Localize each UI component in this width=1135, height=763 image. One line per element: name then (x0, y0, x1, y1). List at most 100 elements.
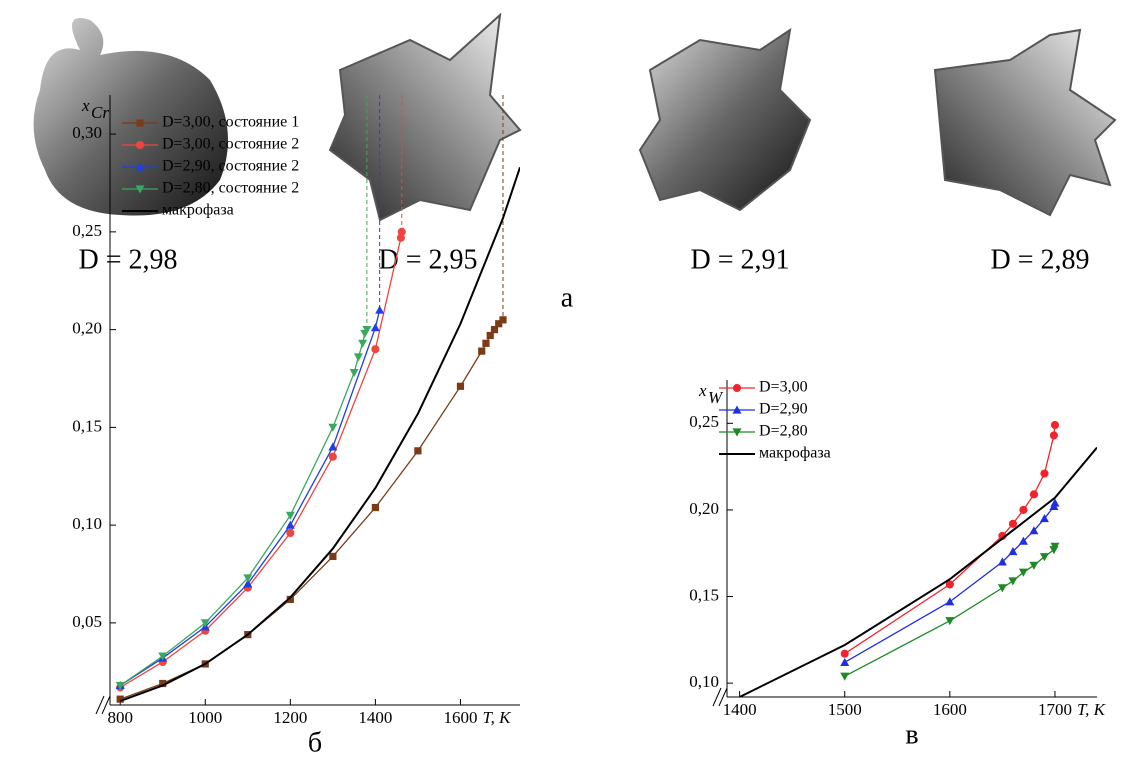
data-point (1018, 568, 1028, 577)
series-line (119, 319, 504, 700)
y-tick-label: 0,15 (72, 416, 102, 435)
legend-label: D=3,00, состояние 2 (162, 136, 299, 153)
data-point (945, 617, 955, 626)
particle-image (638, 27, 812, 212)
particle-image (33, 18, 228, 216)
images (33, 12, 1117, 222)
data-point (1008, 546, 1018, 556)
x-tick-label: 1600 (443, 708, 477, 727)
data-point (358, 339, 368, 348)
data-point (490, 326, 499, 334)
data-point (482, 339, 490, 347)
x-tick-label: 1400 (723, 700, 757, 719)
data-point (158, 652, 168, 661)
data-point (370, 323, 380, 332)
data-point (353, 353, 363, 362)
data-point (243, 574, 253, 583)
data-point (362, 326, 372, 335)
data-point (328, 423, 338, 432)
data-point (397, 227, 406, 236)
data-point (371, 345, 380, 354)
legend-marker (732, 383, 742, 393)
data-point (1050, 542, 1060, 551)
axis-break (712, 687, 728, 707)
data-point (997, 557, 1007, 566)
data-point (1008, 577, 1018, 586)
legend-marker (732, 428, 742, 437)
data-point (1018, 536, 1028, 545)
x-tick-label: 800 (107, 708, 133, 727)
data-point (1040, 469, 1049, 478)
data-point (1039, 553, 1049, 562)
axis-break (95, 695, 111, 715)
data-point (328, 442, 338, 451)
data-point (116, 695, 124, 703)
y-tick-label: 0,30 (72, 123, 102, 142)
image-caption: D = 2,98 (78, 244, 177, 275)
x-tick-label: 1600 (933, 700, 967, 719)
data-point (115, 681, 125, 690)
legend-marker (136, 119, 144, 127)
data-point (1039, 514, 1049, 523)
series-line (739, 446, 1097, 697)
data-point (159, 679, 167, 688)
legend-label: D=3,00 (759, 379, 808, 396)
data-point (486, 331, 494, 340)
y-axis-label-sub: W (708, 388, 724, 407)
legend-label: D=2,90 (759, 401, 808, 418)
image-caption: D = 2,95 (378, 244, 477, 275)
y-tick-label: 0,05 (72, 612, 102, 631)
data-point (349, 369, 359, 378)
x-tick-label: 1500 (828, 700, 862, 719)
data-point (286, 528, 295, 537)
series-line (119, 167, 520, 703)
particle-image (933, 28, 1117, 217)
data-point (495, 320, 503, 328)
legend-marker (732, 405, 742, 414)
legend-label: макрофаза (759, 445, 831, 462)
x-tick-label: 1200 (273, 708, 307, 727)
particle-image (328, 12, 522, 222)
data-point (1050, 420, 1060, 430)
data-point (1049, 431, 1058, 440)
panel-label: в (905, 719, 918, 750)
data-point (1050, 498, 1060, 507)
data-point (456, 382, 465, 390)
y-tick-label: 0,10 (72, 514, 102, 533)
image-caption: D = 2,89 (990, 244, 1089, 275)
data-point (945, 580, 954, 589)
data-point (243, 579, 253, 588)
data-point (1029, 526, 1039, 535)
data-point (1029, 561, 1039, 570)
data-point (1019, 505, 1028, 514)
series-line (119, 231, 403, 688)
x-axis-label: T, K (482, 708, 512, 727)
y-axis-label: x (698, 381, 707, 400)
legend-marker (135, 185, 145, 194)
data-point (840, 657, 850, 666)
legend-label: D=2,80 (759, 423, 808, 440)
panel-label: а (561, 282, 574, 313)
legend-marker (135, 162, 145, 171)
data-point (375, 305, 385, 314)
data-point (286, 595, 294, 604)
y-axis-label-sub: Cr (91, 103, 109, 122)
data-point (1029, 490, 1038, 499)
image-caption: D = 2,91 (690, 244, 789, 275)
y-tick-label: 0,20 (689, 499, 719, 518)
data-point (328, 452, 337, 461)
data-point (285, 520, 295, 529)
data-point (414, 447, 422, 455)
data-point (997, 584, 1007, 593)
series-line (119, 329, 368, 686)
data-point (329, 552, 337, 561)
legend-label: D=2,90, состояние 2 (162, 158, 299, 175)
x-tick-label: 1400 (358, 708, 392, 727)
y-tick-label: 0,25 (72, 221, 102, 240)
legend-label: D=2,80, состояние 2 (162, 180, 299, 197)
y-tick-label: 0,10 (689, 672, 719, 691)
data-point (200, 619, 210, 628)
data-point (499, 316, 507, 324)
legend-label: D=3,00, состояние 1 (162, 114, 299, 131)
